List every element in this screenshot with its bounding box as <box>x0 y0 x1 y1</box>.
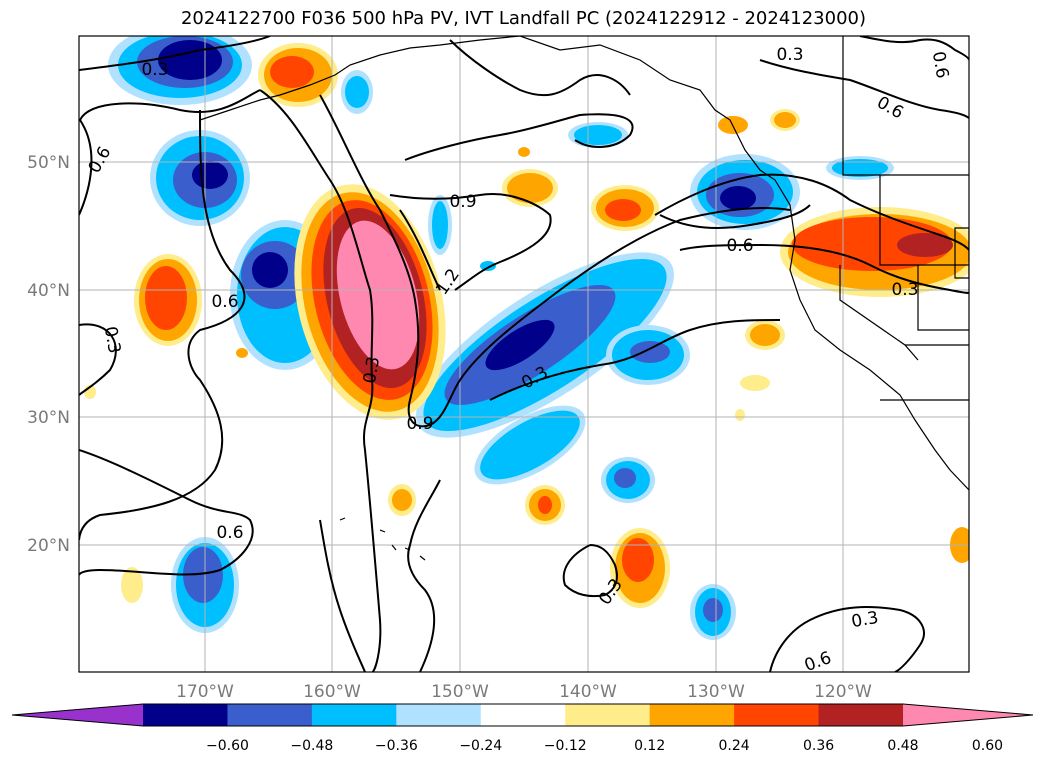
contour-label: 0.6 <box>211 292 238 312</box>
pc-contour-lines <box>79 36 969 672</box>
lon-label: 130°W <box>687 682 745 702</box>
latitude-labels: 50°N 40°N 30°N 20°N <box>27 153 70 556</box>
pv-blob-negative-diagonal <box>416 252 674 438</box>
pv-blob-positive-north <box>258 43 338 107</box>
pv-blob-negative-southwest <box>171 537 239 633</box>
colorbar-tick: −0.36 <box>375 738 418 754</box>
colorbar-tick: 0.24 <box>719 738 750 754</box>
colorbar-tick: 0.12 <box>634 738 665 754</box>
pv-blob-negative-north <box>108 36 252 105</box>
colorbar-tick: −0.48 <box>290 738 333 754</box>
colorbar-bin <box>227 704 313 726</box>
map-title: 2024122700 F036 500 hPa PV, IVT Landfall… <box>180 8 867 29</box>
lon-label: 120°W <box>814 682 872 702</box>
contour-label: 0.3 <box>776 45 803 65</box>
colorbar-bin <box>480 704 566 726</box>
colorbar-tick: 0.48 <box>887 738 918 754</box>
contour-label: 0.6 <box>216 523 243 543</box>
colorbar-tick-labels: −0.60 −0.48 −0.36 −0.24 −0.12 0.12 0.24 … <box>206 738 1003 754</box>
contour-label: 0.9 <box>449 192 476 212</box>
colorbar-tick: 0.60 <box>972 738 1003 754</box>
lon-label: 140°W <box>559 682 617 702</box>
colorbar-tick: 0.36 <box>803 738 834 754</box>
contour-label: 0.3 <box>891 280 918 300</box>
colorbar-tick: −0.24 <box>459 738 502 754</box>
lon-label: 170°W <box>176 682 234 702</box>
contour-label: 0.9 <box>406 414 433 434</box>
colorbar-bin <box>143 704 228 726</box>
colorbar-extend-low <box>12 704 143 726</box>
map-plot-area: 0.3 0.3 0.6 0.6 0.6 0.6 0.9 0.6 1.2 0.3 … <box>79 36 969 672</box>
contour-label: 0.6 <box>928 50 952 80</box>
lat-label: 40°N <box>27 281 70 301</box>
contour-label: 0.3 <box>850 608 880 632</box>
coastlines <box>199 36 969 561</box>
lat-label: 50°N <box>27 153 70 173</box>
colorbar-bin <box>311 704 397 726</box>
colorbar-bin <box>734 704 820 726</box>
pv-blob-negative-lower <box>474 405 586 485</box>
lon-label: 150°W <box>431 682 489 702</box>
lat-label: 30°N <box>27 408 70 428</box>
colorbar-extend-high <box>903 704 1033 726</box>
contour-label: 0.3 <box>360 355 384 385</box>
colorbar-bin <box>649 704 735 726</box>
colorbar-outline <box>11 703 1034 727</box>
colorbar: −0.60 −0.48 −0.36 −0.24 −0.12 0.12 0.24 … <box>11 703 1034 754</box>
contour-label: 0.6 <box>726 236 753 256</box>
contour-label: 0.3 <box>100 325 124 355</box>
colorbar-tick: −0.60 <box>206 738 249 754</box>
colorbar-segments <box>143 704 904 726</box>
pv-blob-positive-small <box>84 109 969 608</box>
colorbar-tick: −0.12 <box>544 738 587 754</box>
pv-blob-negative-170w <box>150 130 250 226</box>
map-frame <box>78 35 970 673</box>
colorbar-bin <box>818 704 904 726</box>
lon-label: 160°W <box>303 682 361 702</box>
colorbar-bin <box>396 704 482 726</box>
contour-label: 0.3 <box>141 60 168 80</box>
longitude-labels: 170°W 160°W 150°W 140°W 130°W 120°W <box>176 682 872 702</box>
pv-blob-positive-west <box>134 254 202 346</box>
lat-label: 20°N <box>27 536 70 556</box>
colorbar-bin <box>565 704 651 726</box>
